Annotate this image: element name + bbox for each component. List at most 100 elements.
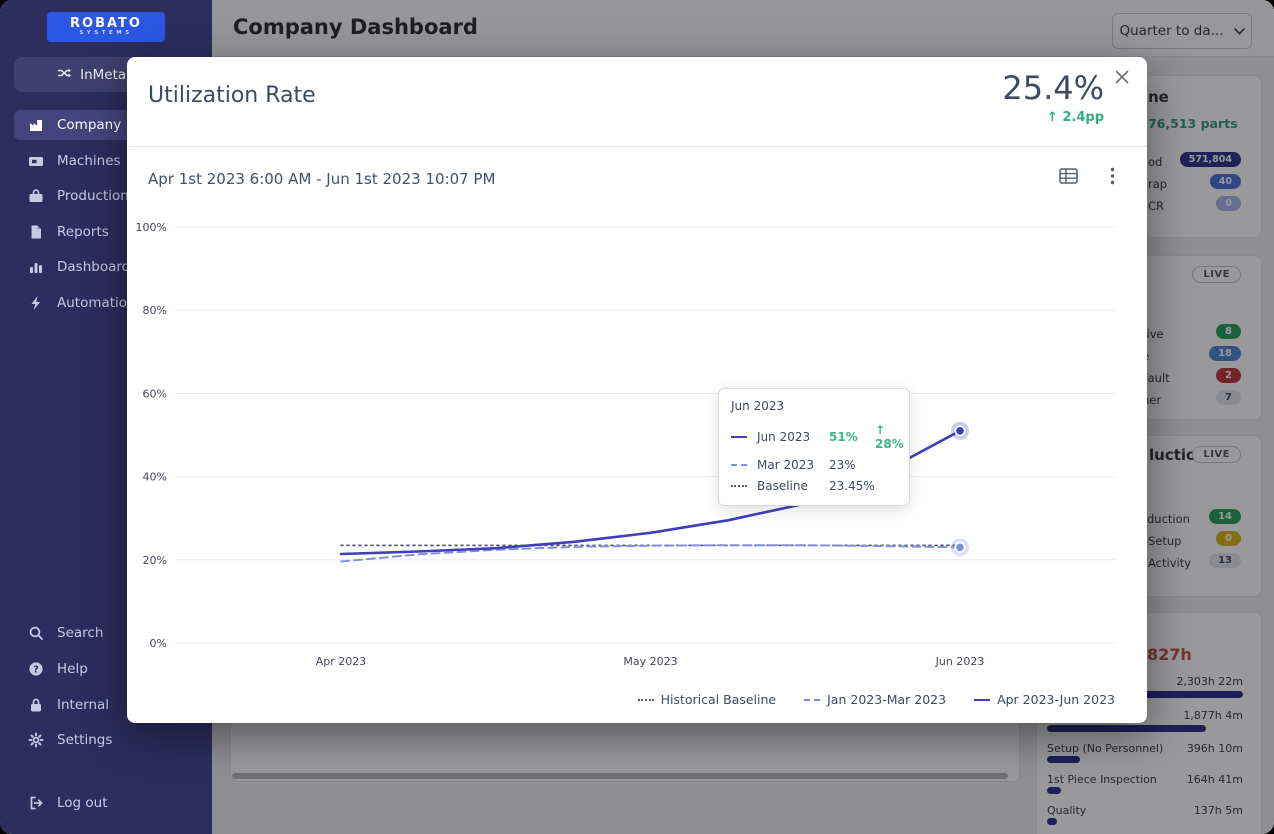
count-badge: 8: [1216, 324, 1241, 339]
sidebar-item-label: Help: [57, 661, 88, 677]
robato-logo: ROBATO SYSTEMS: [47, 12, 165, 42]
tooltip-title: Jun 2023: [731, 399, 785, 413]
sidebar-item-label: Reports: [57, 224, 109, 240]
bar-track: [1047, 818, 1243, 825]
svg-text:Apr 2023: Apr 2023: [316, 655, 367, 668]
legend-item-historical-baseline[interactable]: Historical Baseline: [637, 692, 777, 707]
row-label: duction: [1147, 512, 1190, 526]
tooltip-row: Baseline 23.45%: [731, 479, 897, 493]
card-title-fragment: ne: [1148, 88, 1169, 106]
series-swatch: [731, 485, 747, 487]
bar-chart-icon: [28, 259, 44, 275]
kpi-value: 25.4%: [1002, 69, 1104, 107]
modal-title: Utilization Rate: [148, 83, 316, 108]
hours-bar: [1047, 725, 1206, 732]
lock-icon: [28, 697, 44, 713]
row-label: rap: [1148, 177, 1168, 191]
bar-track: [1047, 725, 1243, 732]
row-label: Activity: [1148, 556, 1192, 570]
help-icon: ?: [28, 661, 44, 677]
parts-count: 76,513 parts: [1148, 116, 1238, 131]
production-icon: [28, 188, 44, 204]
sidebar-item-label: Internal: [57, 697, 110, 713]
legend-label: Historical Baseline: [660, 692, 777, 707]
sidebar-item-internal[interactable]: Internal: [14, 690, 198, 720]
date-range-selector-label: Quarter to da...: [1119, 23, 1224, 39]
row-label: Setup: [1148, 534, 1182, 548]
machine-icon: [28, 153, 44, 169]
count-badge: 40: [1209, 174, 1241, 189]
series-swatch: [731, 436, 747, 438]
sidebar-item-label: Automations: [57, 295, 143, 311]
sidebar-item-dashboards[interactable]: Dashboards: [14, 252, 198, 282]
row-label: od: [1148, 155, 1163, 169]
count-badge: 2: [1216, 368, 1241, 383]
series-swatch: [974, 698, 991, 701]
sidebar-item-search[interactable]: Search: [14, 618, 198, 648]
legend-item-jan-mar[interactable]: Jan 2023-Mar 2023: [804, 692, 946, 707]
tooltip-row: Mar 2023 23%: [731, 458, 897, 472]
tooltip-value: 23%: [829, 458, 856, 472]
count-badge: 18: [1209, 346, 1241, 361]
row-label: tive: [1142, 327, 1164, 341]
svg-text:?: ?: [33, 664, 39, 675]
search-icon: [28, 625, 44, 641]
bar-value: 396h 10m: [1186, 742, 1243, 755]
table-icon: [1058, 167, 1078, 189]
sidebar-item-label: Log out: [57, 795, 108, 811]
sidebar-item-label: Settings: [57, 732, 113, 748]
sidebar-item-reports[interactable]: Reports: [14, 217, 198, 247]
kpi-delta: ↑ 2.4pp: [1046, 110, 1104, 125]
sidebar-item-label: Dashboards: [57, 259, 138, 275]
sidebar-item-machines[interactable]: Machines: [14, 146, 198, 176]
svg-text:0%: 0%: [150, 637, 167, 650]
close-button[interactable]: [1111, 67, 1133, 89]
bar-track: [1047, 787, 1243, 794]
total-hours-fragment: 827h: [1147, 645, 1192, 664]
count-badge: 571,804: [1179, 152, 1241, 167]
logo-line1: ROBATO: [70, 16, 142, 31]
hours-bar: [1047, 818, 1057, 825]
sidebar-item-label: Machines: [57, 153, 121, 169]
live-badge: LIVE: [1192, 446, 1241, 463]
horizontal-scrollbar[interactable]: [232, 773, 1008, 779]
sidebar-item-help[interactable]: ? Help: [14, 654, 198, 684]
hours-bar: [1047, 756, 1081, 763]
svg-text:40%: 40%: [143, 471, 167, 484]
svg-text:20%: 20%: [143, 554, 167, 567]
table-view-button[interactable]: [1055, 165, 1081, 191]
kebab-menu-icon: [1110, 167, 1115, 189]
series-swatch: [731, 464, 747, 466]
page-title: Company Dashboard: [233, 15, 478, 39]
legend-item-apr-jun[interactable]: Apr 2023-Jun 2023: [974, 692, 1115, 707]
svg-text:60%: 60%: [143, 387, 167, 400]
logout-icon: [28, 795, 44, 811]
tooltip-label: Mar 2023: [757, 458, 814, 472]
sidebar-item-production[interactable]: Production: [14, 181, 198, 211]
more-options-button[interactable]: [1099, 165, 1125, 191]
sidebar-item-automations[interactable]: Automations: [14, 288, 198, 318]
bar-label: Setup (No Personnel): [1047, 742, 1164, 755]
lightning-icon: [28, 295, 44, 311]
svg-text:100%: 100%: [136, 221, 167, 234]
sidebar-item-label: Company: [57, 117, 122, 133]
report-icon: [28, 224, 44, 240]
date-range-selector[interactable]: Quarter to da...: [1112, 13, 1252, 49]
bar-label: Quality: [1047, 804, 1087, 817]
sidebar-item-settings[interactable]: Settings: [14, 725, 198, 755]
hours-bar: [1047, 787, 1061, 794]
tooltip-label: Baseline: [757, 479, 808, 493]
swap-icon: [56, 65, 72, 85]
utilization-chart[interactable]: 0% 20% 40% 60% 80% 100% Apr 2023 May 2023 Jun 20…: [127, 207, 1147, 677]
series-swatch: [637, 698, 654, 701]
tooltip-value: 23.45%: [829, 479, 875, 493]
row-label: Fault: [1142, 371, 1170, 385]
count-badge: 0: [1216, 531, 1241, 546]
count-badge: 13: [1209, 553, 1241, 568]
svg-text:80%: 80%: [143, 304, 167, 317]
sidebar-item-logout[interactable]: Log out: [14, 788, 198, 818]
count-badge: 7: [1216, 390, 1241, 405]
bar-value: 137h 5m: [1193, 804, 1243, 817]
sidebar-item-label: Search: [57, 625, 104, 641]
